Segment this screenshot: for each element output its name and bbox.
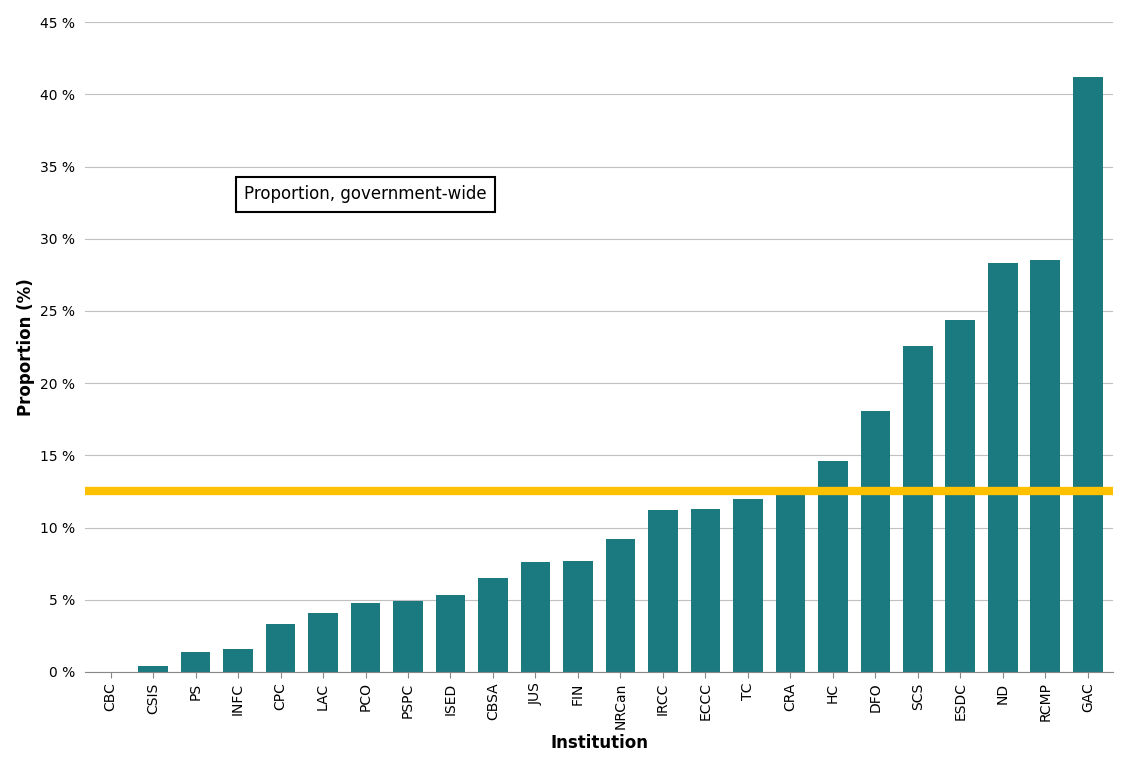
Bar (350, 603, 381, 672)
Bar (775, 493, 806, 672)
Bar (138, 666, 168, 672)
X-axis label: Institution: Institution (550, 734, 649, 752)
Bar (649, 511, 678, 672)
Bar (181, 652, 210, 672)
Bar (606, 539, 635, 672)
Bar (1031, 261, 1060, 672)
Bar (861, 411, 890, 672)
Bar (1074, 77, 1103, 672)
Bar (435, 595, 466, 672)
Bar (733, 499, 763, 672)
Bar (946, 320, 975, 672)
Bar (521, 562, 550, 672)
Bar (903, 345, 932, 672)
Bar (690, 509, 720, 672)
Bar (478, 578, 507, 672)
Bar (563, 561, 593, 672)
Bar (988, 263, 1018, 672)
Bar (223, 649, 253, 672)
Bar (818, 461, 848, 672)
Bar (393, 601, 423, 672)
Y-axis label: Proportion (%): Proportion (%) (17, 278, 35, 416)
Bar (266, 624, 295, 672)
Bar (308, 613, 338, 672)
Text: Proportion, government-wide: Proportion, government-wide (244, 185, 487, 203)
